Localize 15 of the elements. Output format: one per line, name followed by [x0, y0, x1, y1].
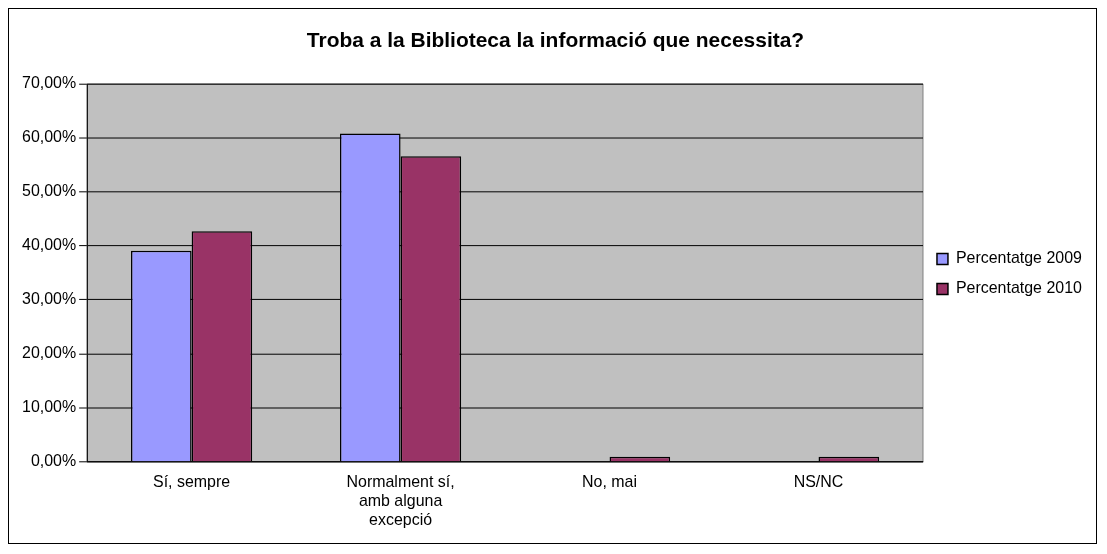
x-tick-label: No, mai: [582, 472, 638, 490]
y-tick-label: 30,00%: [22, 290, 77, 308]
x-tick-label: Sí, sempre: [153, 472, 231, 490]
x-tick-label: Normalment sí, amb alguna excepció: [346, 472, 455, 528]
y-tick-label: 10,00%: [22, 398, 77, 416]
legend-label: Percentatge 2009: [955, 249, 1083, 267]
y-tick-label: 70,00%: [22, 74, 77, 92]
y-tick-label: 0,00%: [30, 452, 77, 470]
x-tick-label: NS/NC: [793, 472, 844, 490]
y-tick-label: 40,00%: [22, 236, 77, 254]
chart-title: Troba a la Biblioteca la informació que necessita?: [306, 28, 805, 52]
y-tick-label: 60,00%: [22, 128, 77, 146]
y-tick-label: 50,00%: [22, 182, 77, 200]
legend-label: Percentatge 2010: [955, 279, 1083, 297]
y-tick-label: 20,00%: [22, 344, 77, 362]
